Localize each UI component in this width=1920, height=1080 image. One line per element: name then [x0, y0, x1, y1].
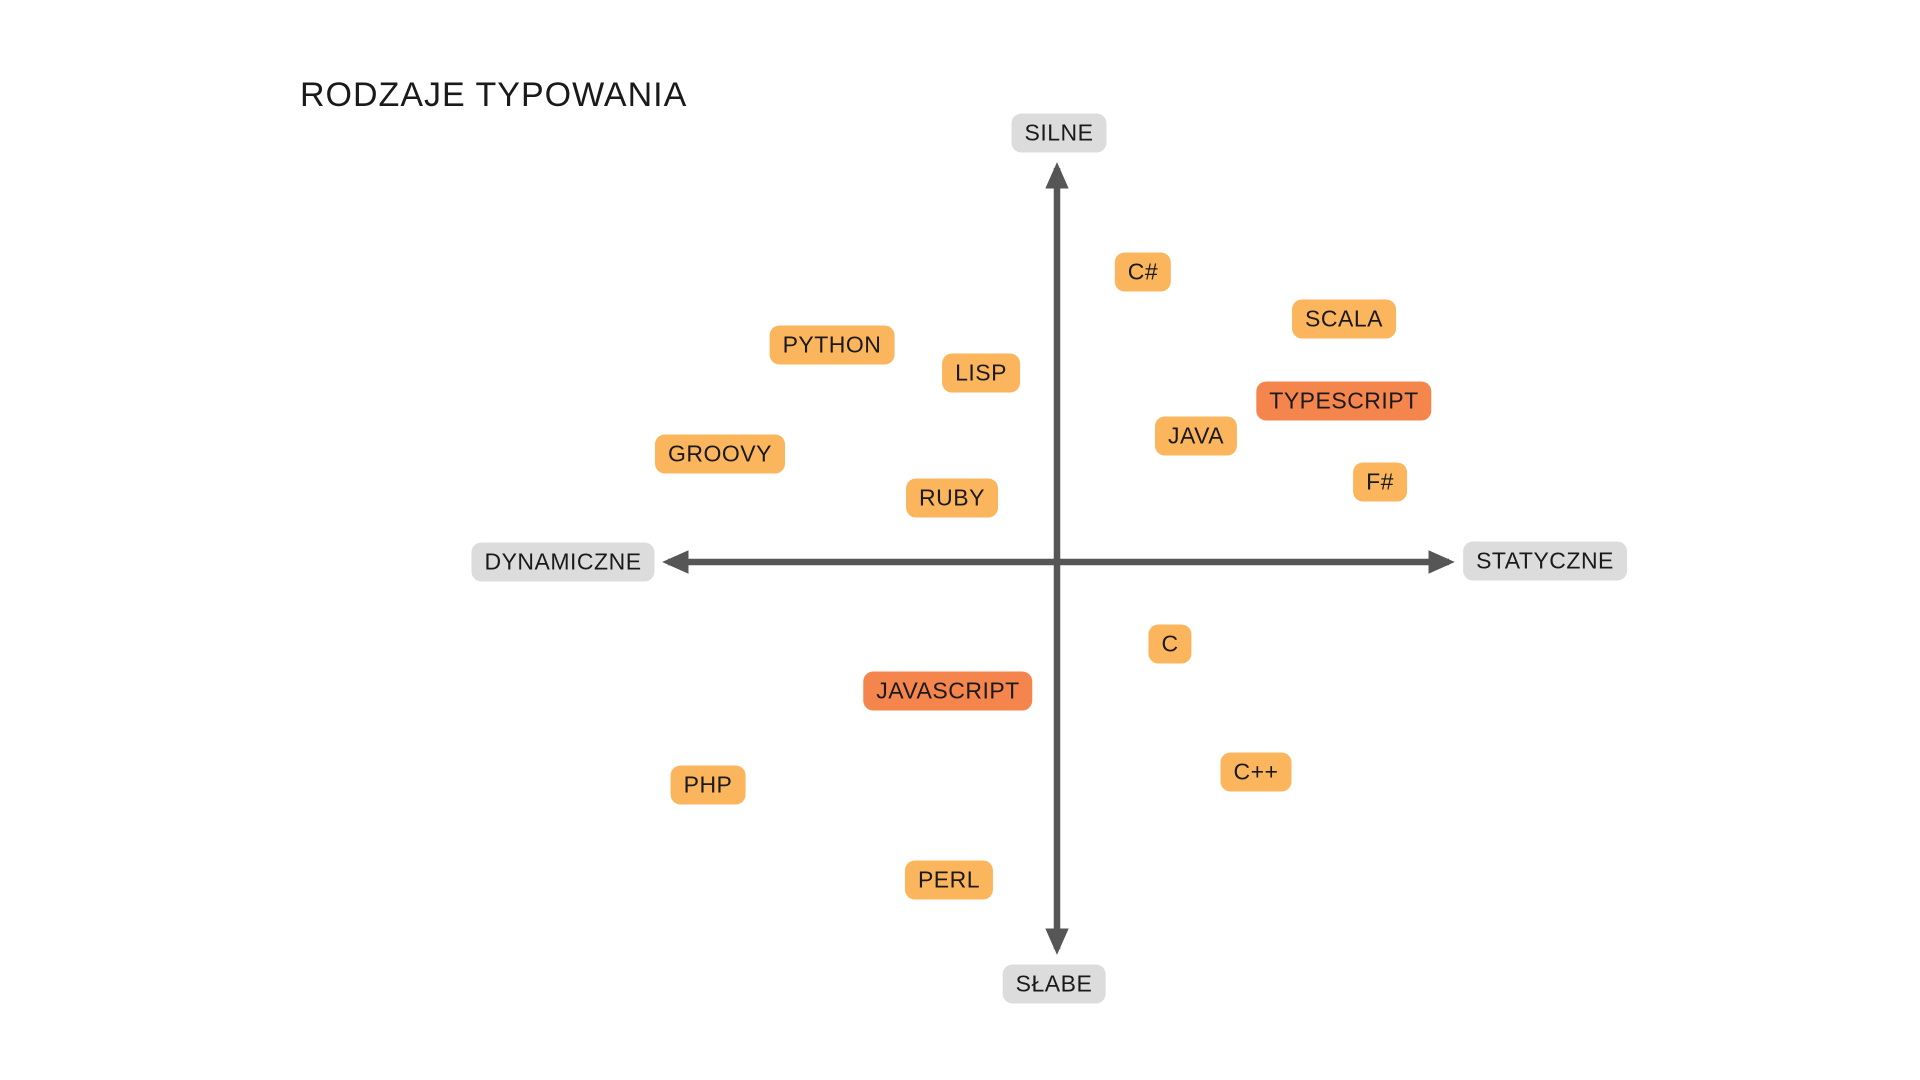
lang-label: SCALA — [1305, 305, 1383, 332]
lang-box-c: C — [1148, 624, 1192, 664]
lang-label: TYPESCRIPT — [1269, 387, 1419, 414]
lang-box-scala: SCALA — [1292, 299, 1396, 339]
lang-box-php: PHP — [670, 765, 746, 805]
lang-box-typescript: TYPESCRIPT — [1256, 381, 1432, 421]
axis-label-dynamic: DYNAMICZNE — [471, 542, 655, 582]
lang-box-java: JAVA — [1154, 416, 1238, 456]
lang-label: C — [1161, 630, 1179, 657]
lang-box-cplusplus: C++ — [1220, 752, 1292, 792]
lang-label: C++ — [1233, 758, 1279, 785]
lang-label: F# — [1366, 468, 1394, 495]
lang-label: JAVA — [1167, 422, 1225, 449]
axis-label-weak: SŁABE — [1002, 964, 1106, 1004]
lang-box-ruby: RUBY — [906, 478, 998, 518]
lang-box-csharp: C# — [1114, 252, 1172, 292]
lang-label: RUBY — [919, 484, 985, 511]
lang-label: PHP — [683, 771, 733, 798]
lang-label: C# — [1127, 258, 1159, 285]
lang-label: JAVASCRIPT — [876, 677, 1020, 704]
axis-label-static: STATYCZNE — [1463, 541, 1627, 581]
lang-label: LISP — [955, 359, 1007, 386]
lang-label: PERL — [917, 866, 981, 893]
lang-box-fsharp: F# — [1353, 462, 1407, 502]
lang-box-python: PYTHON — [769, 325, 895, 365]
lang-label: GROOVY — [668, 440, 772, 467]
lang-box-lisp: LISP — [942, 353, 1020, 393]
axis-label-strong: SILNE — [1011, 113, 1107, 153]
lang-box-perl: PERL — [904, 860, 994, 900]
lang-label: PYTHON — [782, 331, 882, 358]
lang-box-groovy: GROOVY — [655, 434, 785, 474]
page-title: RODZAJE TYPOWANIA — [300, 76, 688, 114]
lang-box-javascript: JAVASCRIPT — [863, 671, 1033, 711]
